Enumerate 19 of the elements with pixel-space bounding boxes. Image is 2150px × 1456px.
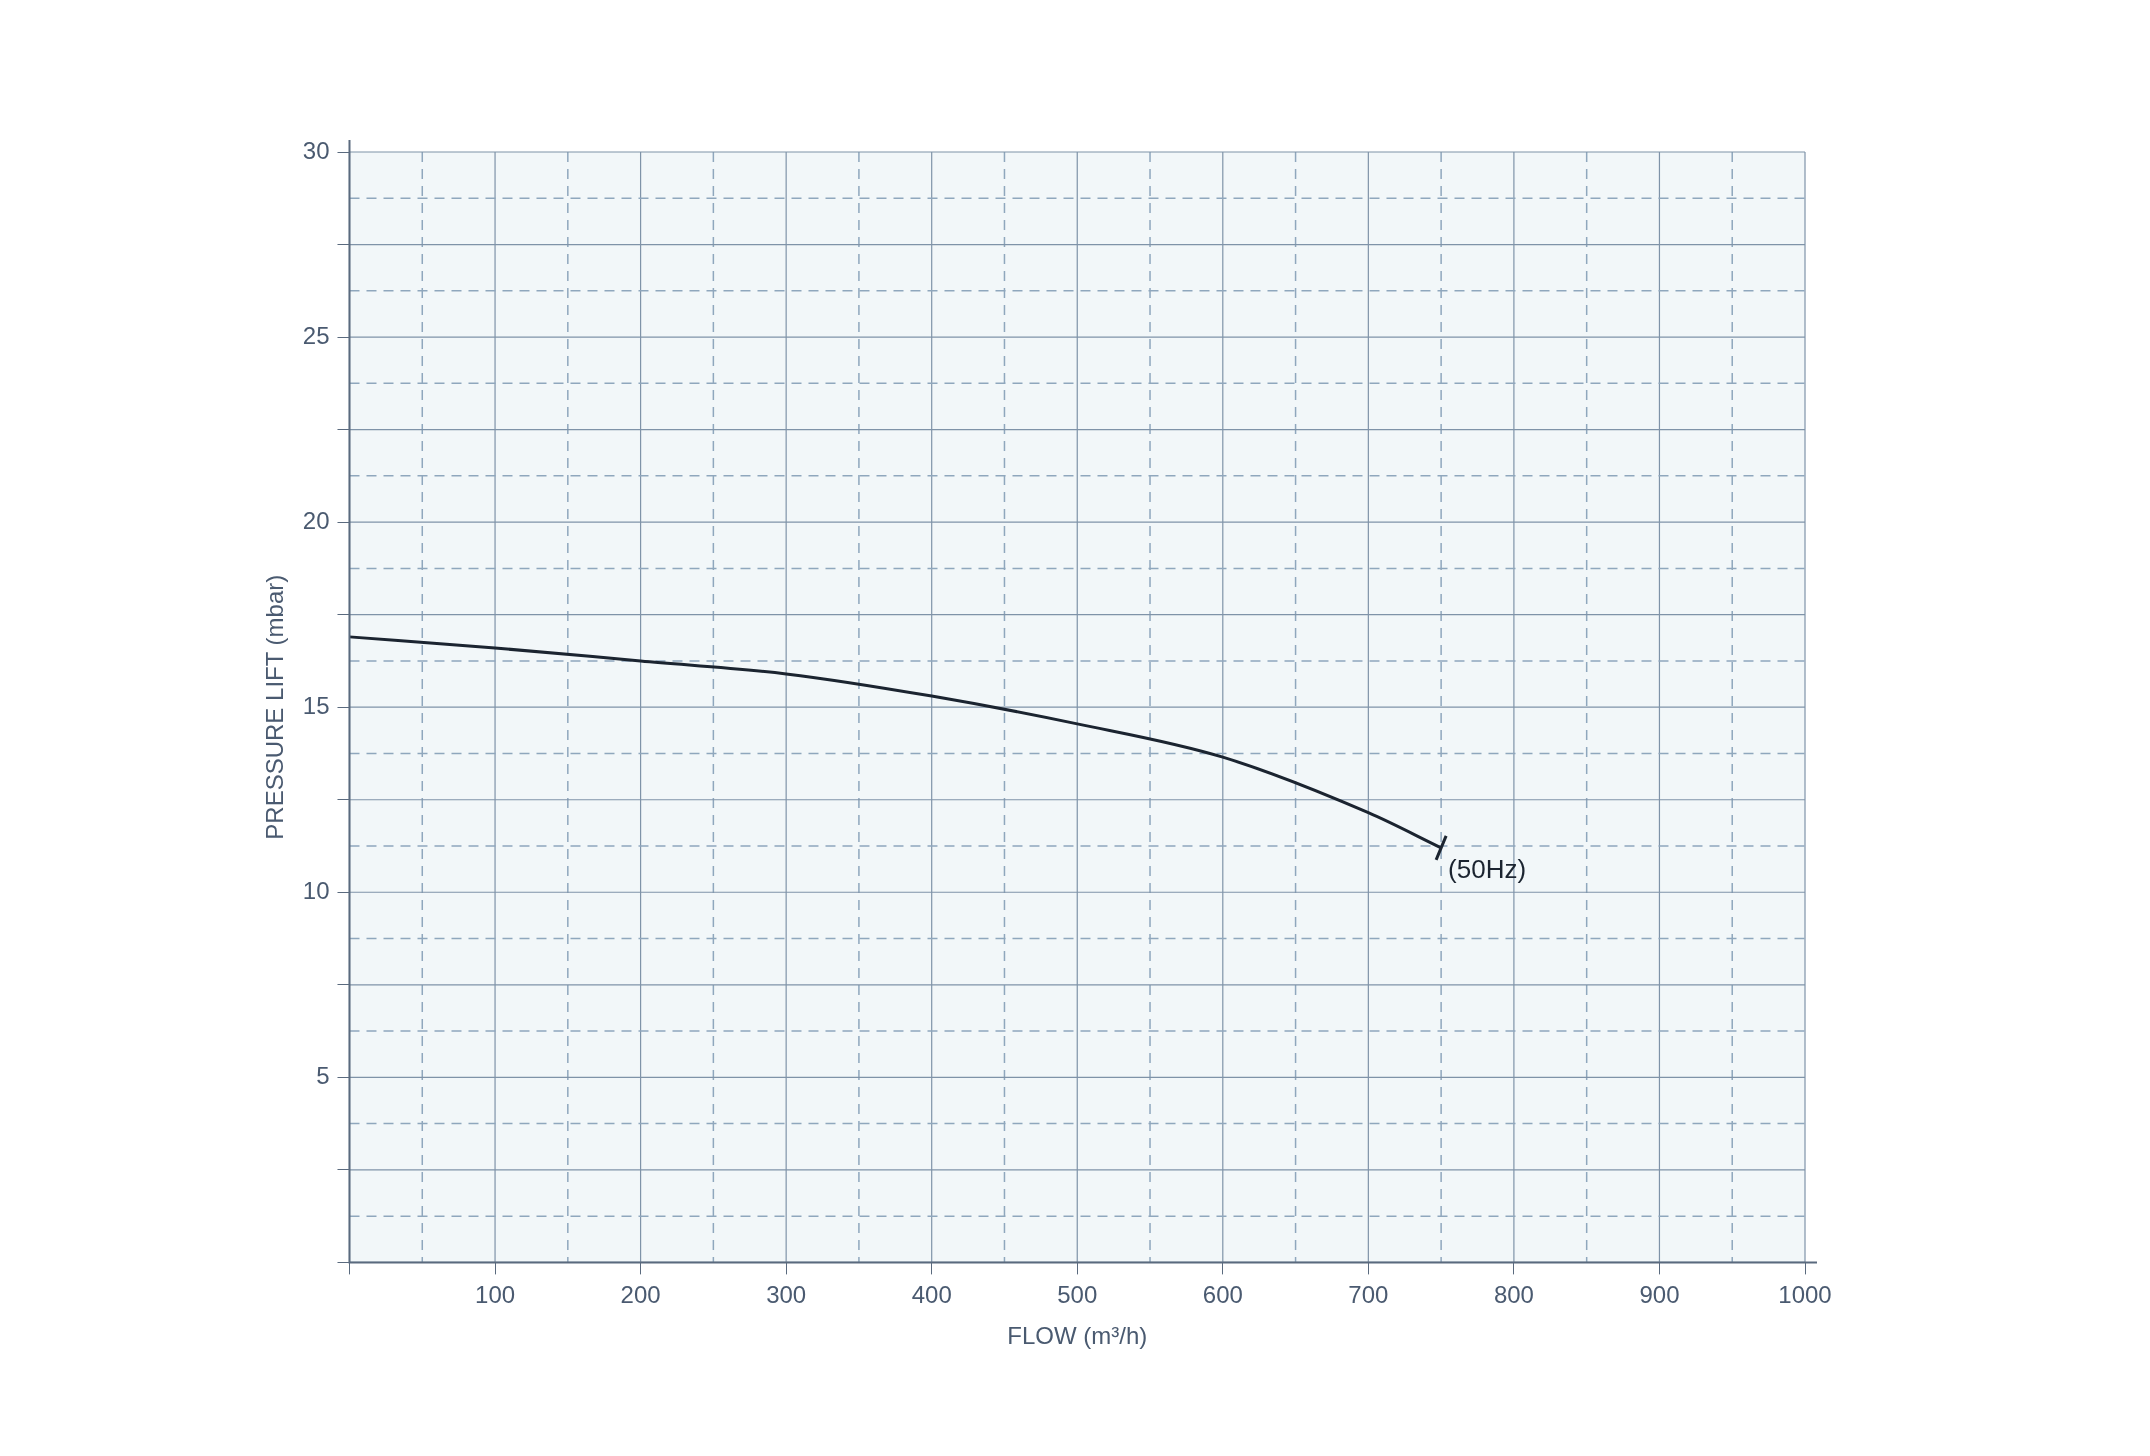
x-tick-label: 300: [766, 1281, 807, 1309]
y-tick-label: 15: [302, 691, 330, 719]
x-tick-label: 700: [1348, 1281, 1389, 1309]
x-axis-title: FLOW (m³/h): [1007, 1322, 1148, 1350]
annotation: (50Hz): [1448, 854, 1527, 885]
x-tick-label: 600: [1202, 1281, 1243, 1309]
y-axis-title: PRESSURE LIFT (mbar): [261, 574, 289, 840]
x-tick-label: 400: [911, 1281, 952, 1309]
x-tick-label: 500: [1057, 1281, 1098, 1309]
y-tick-label: 25: [302, 321, 330, 349]
x-tick-label: 900: [1639, 1281, 1680, 1309]
x-tick-label: 100: [475, 1281, 516, 1309]
x-tick-label: 200: [620, 1281, 661, 1309]
y-tick-label: 5: [316, 1061, 330, 1089]
y-tick-label: 30: [302, 136, 330, 164]
x-tick-label: 1000: [1778, 1281, 1832, 1309]
y-tick-label: 10: [302, 876, 330, 904]
x-tick-label: 800: [1493, 1281, 1534, 1309]
y-tick-label: 20: [302, 506, 330, 534]
